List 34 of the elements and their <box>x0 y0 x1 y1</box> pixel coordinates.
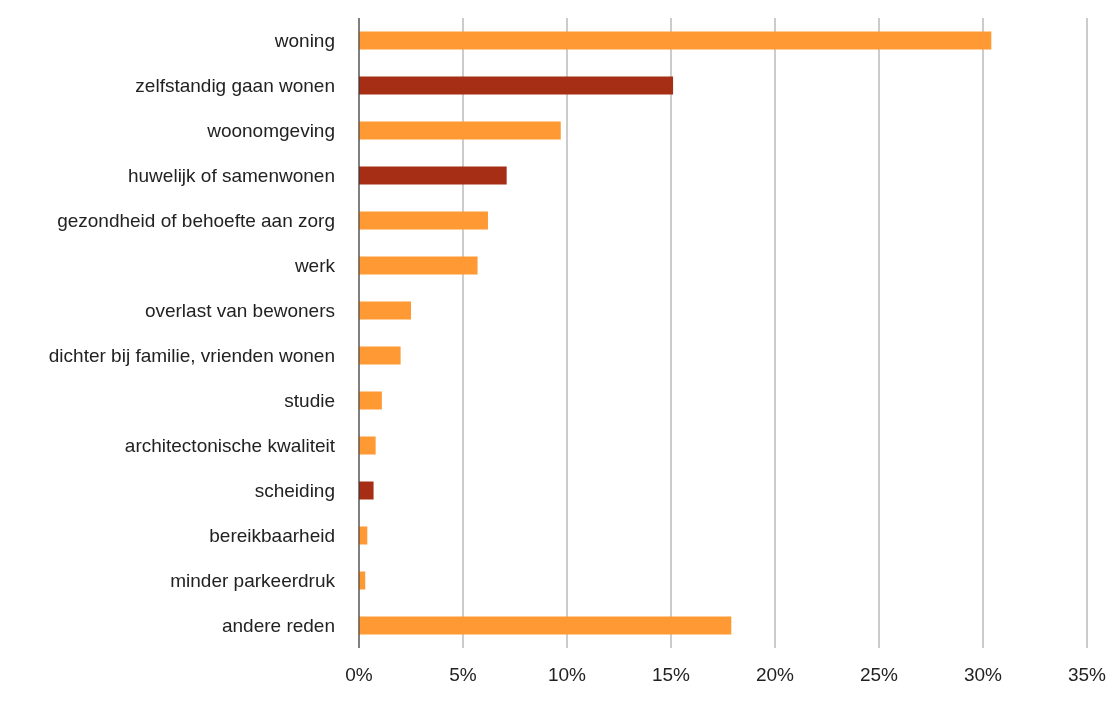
bar <box>359 256 478 275</box>
x-tick-label: 0% <box>345 664 373 686</box>
bar <box>359 121 561 140</box>
bar <box>359 436 376 455</box>
bar <box>359 76 674 95</box>
bar <box>359 481 374 500</box>
y-tick-label: gezondheid of behoefte aan zorg <box>57 210 335 232</box>
bar <box>359 31 992 50</box>
y-tick-label: scheiding <box>254 480 335 502</box>
y-tick-label: woning <box>273 30 335 52</box>
y-tick-label: andere reden <box>221 615 335 637</box>
x-tick-label: 10% <box>547 664 587 686</box>
y-tick-label: zelfstandig gaan wonen <box>135 75 335 97</box>
y-tick-label: minder parkeerdruk <box>170 570 336 592</box>
y-tick-label: overlast van bewoners <box>144 300 335 322</box>
bar <box>359 616 732 635</box>
y-tick-label: studie <box>284 390 335 412</box>
x-tick-label: 5% <box>449 664 477 686</box>
bar <box>359 211 488 230</box>
bar <box>359 166 507 185</box>
y-tick-label: huwelijk of samenwonen <box>127 165 335 187</box>
x-tick-label: 25% <box>859 664 899 686</box>
y-tick-label: bereikbaarheid <box>209 525 335 547</box>
bar <box>359 346 401 365</box>
x-tick-label: 15% <box>651 664 691 686</box>
bar <box>359 301 411 320</box>
bar <box>359 391 382 410</box>
y-tick-label: woonomgeving <box>206 120 335 142</box>
y-tick-label: werk <box>293 255 336 277</box>
x-tick-label: 20% <box>755 664 795 686</box>
y-tick-label: dichter bij familie, vrienden wonen <box>48 345 335 367</box>
x-tick-label: 35% <box>1067 664 1107 686</box>
x-tick-label: 30% <box>963 664 1003 686</box>
y-tick-label: architectonische kwaliteit <box>124 435 336 457</box>
